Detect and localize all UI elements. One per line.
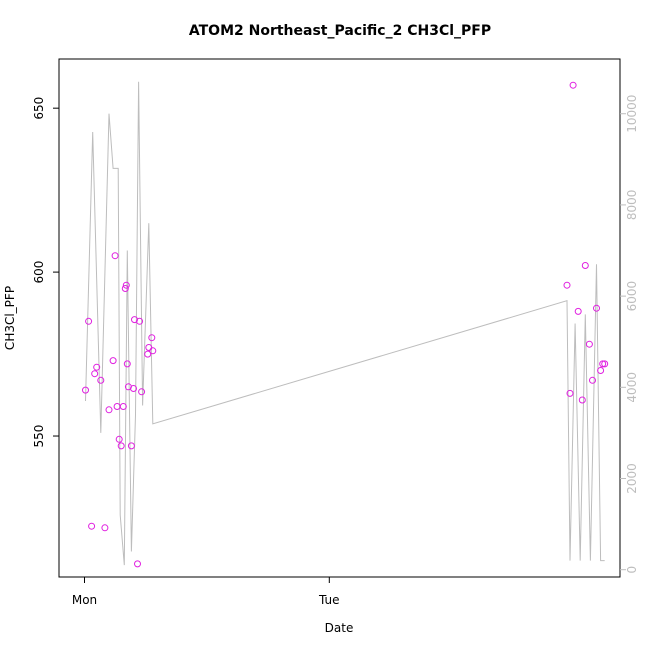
data-point — [566, 389, 574, 397]
data-point — [121, 285, 129, 292]
data-point — [130, 385, 137, 392]
data-point — [563, 281, 571, 289]
y2-tick-label: 0 — [625, 566, 639, 574]
series-line — [85, 81, 605, 566]
data-point — [148, 334, 156, 342]
y2-tick-label: 10000 — [625, 95, 639, 133]
line-series — [85, 81, 605, 566]
data-point — [136, 317, 144, 325]
y-tick-label: 650 — [32, 97, 46, 120]
data-point — [581, 262, 589, 269]
chart-title: ATOM2 Northeast_Pacific_2 CH3Cl_PFP — [189, 23, 491, 39]
y2-tick-label: 4000 — [625, 372, 639, 403]
data-point — [134, 560, 141, 568]
data-point — [105, 406, 113, 414]
y-axis-right: 0 2000 4000 6000 8000 10000 — [620, 95, 639, 574]
data-point — [599, 360, 607, 368]
data-point — [111, 252, 119, 260]
data-point — [117, 442, 125, 450]
data-point — [93, 363, 101, 371]
y2-tick-label: 2000 — [625, 463, 639, 494]
data-point — [589, 376, 596, 384]
data-point — [97, 376, 105, 384]
data-point — [85, 317, 93, 325]
data-point — [574, 307, 582, 315]
x-tick-label: Tue — [318, 593, 340, 607]
data-point — [127, 442, 135, 450]
x-axis-label: Date — [325, 621, 354, 635]
data-point — [115, 435, 123, 443]
data-point — [138, 388, 146, 396]
data-point — [82, 386, 89, 394]
y-tick-label: 600 — [32, 261, 46, 284]
data-point — [119, 403, 127, 410]
data-point — [109, 357, 117, 365]
plot-frame — [58, 58, 621, 578]
data-point — [144, 350, 152, 358]
x-axis: Mon Tue — [72, 577, 340, 607]
data-point — [578, 396, 586, 404]
data-point — [585, 340, 593, 348]
y-tick-label: 550 — [32, 425, 46, 448]
data-point — [88, 522, 96, 530]
data-point — [149, 347, 157, 355]
data-point — [91, 370, 99, 378]
data-point — [597, 367, 605, 374]
data-point — [101, 524, 109, 532]
scatter-series — [82, 81, 609, 568]
data-point — [123, 360, 131, 368]
x-tick-label: Mon — [72, 593, 97, 607]
data-point — [122, 281, 130, 289]
y2-tick-label: 6000 — [625, 281, 639, 312]
data-point — [601, 360, 609, 368]
data-point — [569, 81, 577, 89]
y2-tick-label: 8000 — [625, 190, 639, 221]
y-axis-left: 550 600 650 — [32, 97, 59, 448]
data-point — [593, 304, 600, 312]
y-axis-label: CH3Cl_PFP — [3, 286, 17, 350]
